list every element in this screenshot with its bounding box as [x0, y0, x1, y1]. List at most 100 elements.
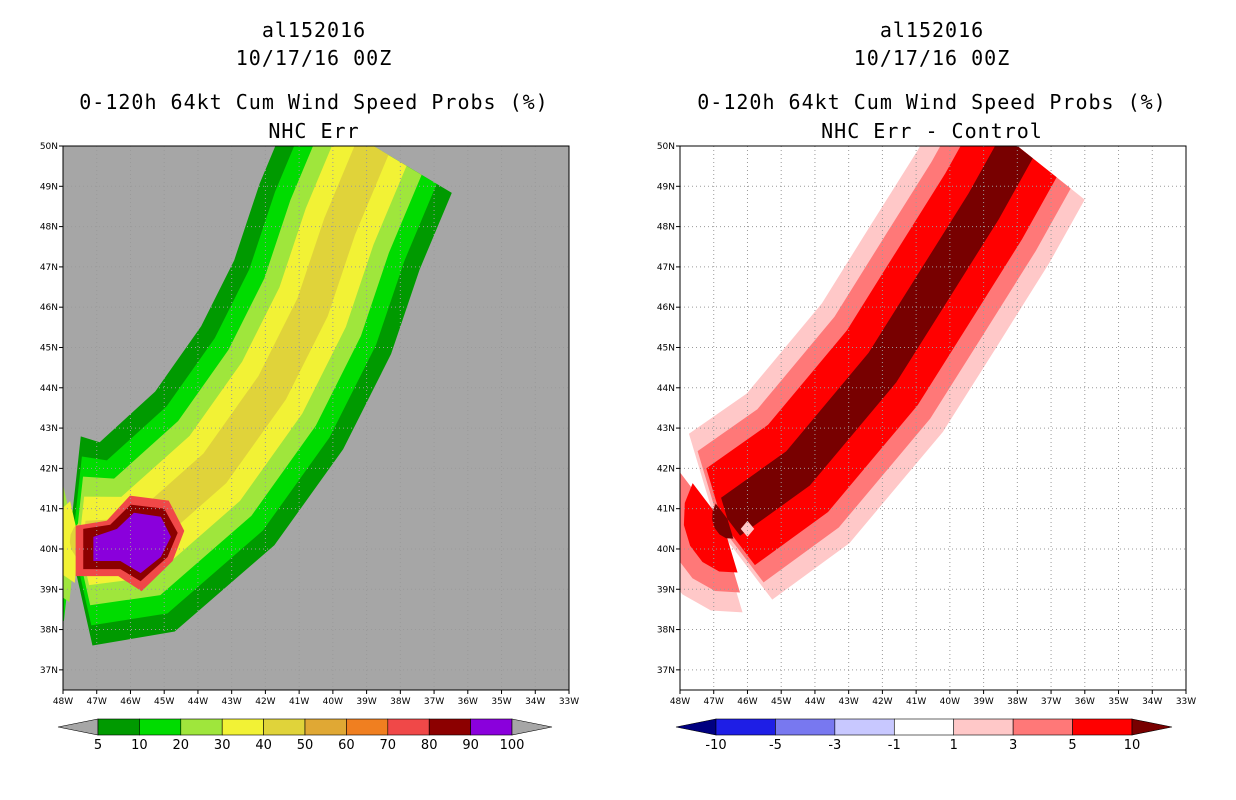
y-tick-label: 46N: [40, 303, 58, 313]
x-tick-label: 41W: [906, 697, 926, 707]
x-tick-label: 34W: [1142, 697, 1162, 707]
right-title-product: 0-120h 64kt Cum Wind Speed Probs (%): [697, 90, 1167, 114]
colorbar-box: [97, 718, 140, 736]
colorbar-box: [1012, 718, 1073, 736]
y-tick-label: 45N: [40, 343, 58, 353]
colorbar-label: 40: [255, 738, 272, 753]
contour-band-90: [93, 512, 171, 574]
colorbar-label: 50: [297, 738, 314, 753]
y-tick-label: 42N: [657, 464, 675, 474]
colorbar-low-triangle: [57, 718, 99, 736]
colorbar-box: [715, 718, 776, 736]
x-tick-label: 36W: [458, 697, 478, 707]
right-title-storm: al152016: [879, 18, 985, 42]
colorbar-box: [304, 718, 347, 736]
colorbar-box: [139, 718, 182, 736]
colorbar-box: [263, 718, 306, 736]
y-tick-label: 41N: [40, 505, 58, 515]
y-tick-label: 48N: [40, 223, 58, 233]
colorbar: -10 -5 -3 -1 1 3 5 10: [675, 718, 1173, 753]
colorbar-label: 30: [214, 738, 231, 753]
y-tick-label: 49N: [657, 182, 675, 192]
y-tick-label: 37N: [40, 666, 58, 676]
y-tick-label: 43N: [40, 424, 58, 434]
colorbar-low-triangle: [675, 718, 717, 736]
y-tick-label: 43N: [657, 424, 675, 434]
colorbar-label: -3: [828, 738, 841, 753]
plot-frame: [62, 145, 570, 691]
left-title-subtitle: NHC Err: [268, 119, 360, 143]
x-tick-label: 39W: [356, 697, 376, 707]
chart-panel-2: 48W 47W 46W 45W 44W 43W 42W 41W 40W 39W 38W 37W 36W 3…: [657, 142, 1196, 753]
x-tick-label: 40W: [940, 697, 960, 707]
y-tick-label: 38N: [657, 626, 675, 636]
left-title-storm: al152016: [261, 18, 367, 42]
x-tick-label: 35W: [491, 697, 511, 707]
colorbar-label: 5: [94, 738, 102, 753]
colorbar-box: [428, 718, 471, 736]
colorbar-label: -10: [705, 738, 726, 753]
left-title-product: 0-120h 64kt Cum Wind Speed Probs (%): [79, 90, 549, 114]
x-tick-label: 45W: [154, 697, 174, 707]
x-tick-label: 33W: [559, 697, 579, 707]
y-tick-label: 47N: [657, 263, 675, 273]
y-tick-label: 45N: [657, 343, 675, 353]
x-tick-label: 37W: [1041, 697, 1061, 707]
y-tick-label: 47N: [40, 263, 58, 273]
x-tick-label: 35W: [1108, 697, 1128, 707]
x-tick-label: 47W: [704, 697, 724, 707]
y-tick-label: 50N: [657, 142, 675, 152]
x-tick-label: 40W: [323, 697, 343, 707]
x-tick-label: 42W: [872, 697, 892, 707]
colorbar-label: 1: [950, 738, 958, 753]
x-tick-label: 46W: [120, 697, 140, 707]
y-tick-label: 44N: [657, 384, 675, 394]
x-tick-label: 44W: [188, 697, 208, 707]
colorbar: 5 10 20 30 40 50 60 70 80 90 100: [57, 718, 553, 753]
right-title-date: 10/17/16 00Z: [853, 46, 1011, 70]
colorbar-label: 10: [1124, 738, 1141, 753]
colorbar-label: 90: [462, 738, 479, 753]
y-tick-label: 40N: [40, 545, 58, 555]
colorbar-label: 80: [421, 738, 438, 753]
y-tick-label: 41N: [657, 505, 675, 515]
x-tick-label: 48W: [670, 697, 690, 707]
x-tick-label: 47W: [87, 697, 107, 707]
colorbar-label: 100: [500, 738, 525, 753]
colorbar-label: -5: [769, 738, 782, 753]
y-tick-label: 46N: [657, 303, 675, 313]
colorbar-label: 70: [380, 738, 397, 753]
plot-frame: [679, 145, 1187, 691]
contour-blob: [740, 520, 755, 537]
colorbar-box: [1072, 718, 1133, 736]
y-tick-label: 48N: [657, 223, 675, 233]
colorbar-box: [893, 718, 955, 736]
x-tick-label: 43W: [838, 697, 858, 707]
colorbar-box: [953, 718, 1014, 736]
x-tick-label: 39W: [973, 697, 993, 707]
x-tick-label: 45W: [771, 697, 791, 707]
x-tick-label: 43W: [221, 697, 241, 707]
grid: [680, 146, 1186, 690]
left-title-date: 10/17/16 00Z: [235, 46, 393, 70]
colorbar-label: -1: [888, 738, 901, 753]
y-tick-label: 50N: [40, 142, 58, 152]
chart-panel-1: 48W 47W 46W 45W 44W 43W 42W 41W 40W 39W 38W 37W 36W 3…: [40, 142, 579, 753]
contour-band-10: [712, 146, 1033, 539]
colorbar-box: [775, 718, 836, 736]
x-tick-label: 34W: [525, 697, 545, 707]
colorbar-label: 3: [1009, 738, 1017, 753]
y-tick-label: 37N: [657, 666, 675, 676]
y-tick-label: 49N: [40, 182, 58, 192]
x-tick-label: 44W: [805, 697, 825, 707]
colorbar-box: [346, 718, 389, 736]
colorbar-label: 5: [1068, 738, 1076, 753]
x-tick-label: 41W: [289, 697, 309, 707]
right-title-subtitle: NHC Err - Control: [821, 119, 1043, 143]
colorbar-box: [180, 718, 223, 736]
x-tick-label: 46W: [737, 697, 757, 707]
y-tick-label: 38N: [40, 626, 58, 636]
y-tick-label: 42N: [40, 464, 58, 474]
x-tick-label: 36W: [1075, 697, 1095, 707]
